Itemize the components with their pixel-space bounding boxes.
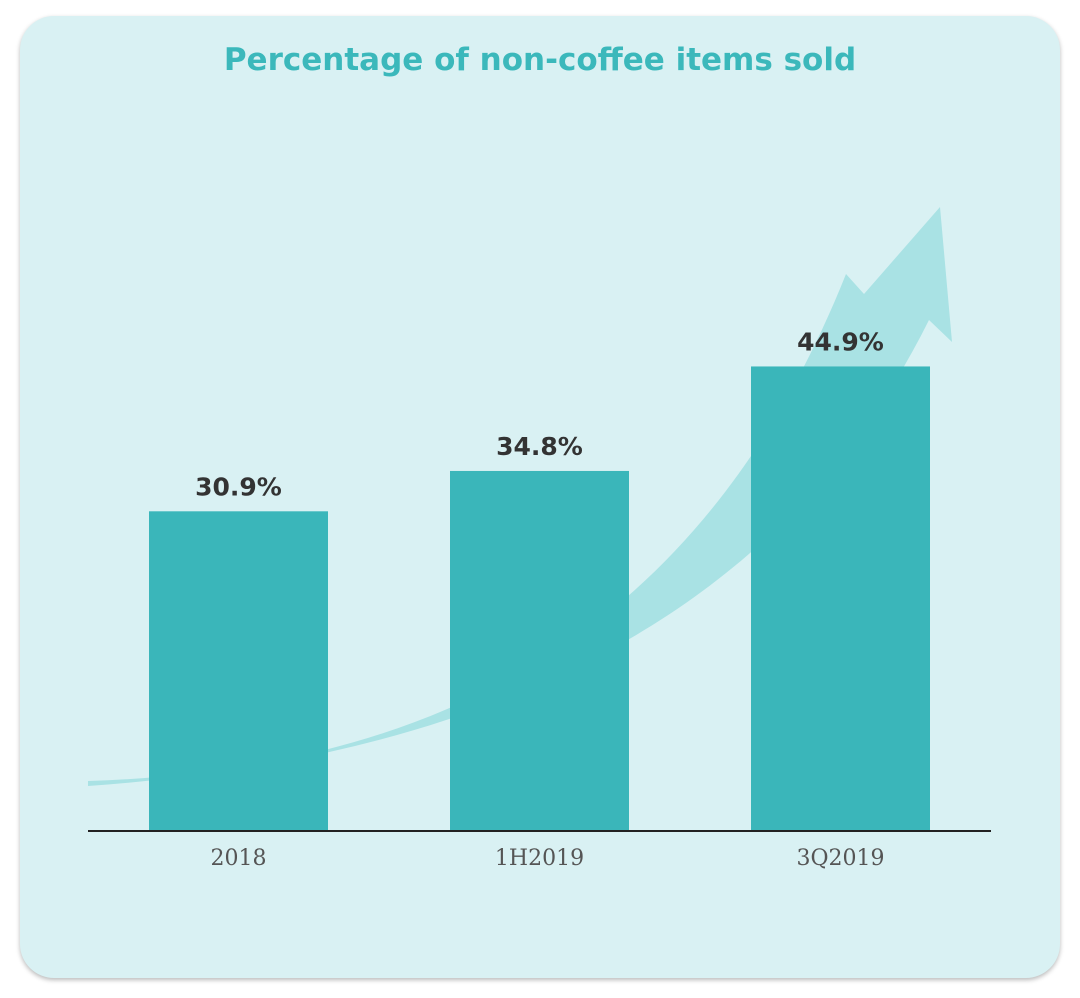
value-label-3Q2019: 44.9%	[797, 327, 884, 356]
value-label-2018: 30.9%	[195, 472, 282, 501]
bars-layer: 30.9% 2018 34.8% 1H2019 44.9% 3Q2019	[149, 327, 930, 871]
chart-title: Percentage of non-coffee items sold	[224, 42, 856, 78]
x-tick-label-1H2019: 1H2019	[495, 846, 584, 871]
x-tick-label-2018: 2018	[211, 846, 267, 871]
value-label-1H2019: 34.8%	[496, 432, 583, 461]
bar-1H2019	[450, 470, 629, 831]
bar-3Q2019	[751, 366, 930, 831]
x-tick-label-3Q2019: 3Q2019	[796, 846, 884, 871]
bar-2018	[149, 511, 328, 831]
